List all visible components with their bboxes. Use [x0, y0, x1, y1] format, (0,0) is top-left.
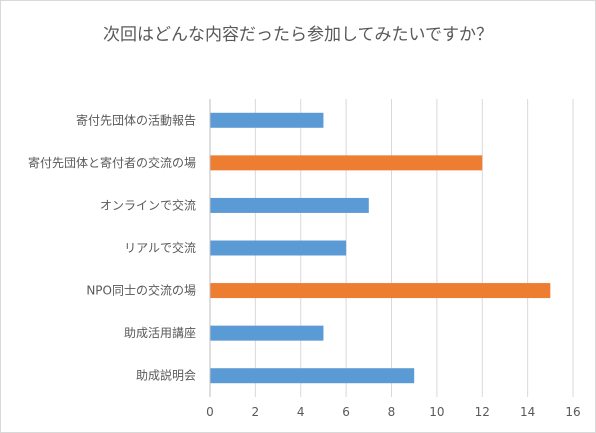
bar-1 — [210, 155, 483, 171]
x-tick-label: 8 — [388, 405, 396, 419]
x-tick-label: 0 — [206, 405, 214, 419]
category-label: 助成活用講座 — [124, 325, 196, 340]
x-tick-label: 2 — [252, 405, 260, 419]
x-tick-label: 16 — [565, 405, 580, 419]
x-tick-label: 4 — [297, 405, 305, 419]
category-label: 寄付先団体と寄付者の交流の場 — [28, 155, 196, 170]
bar-3 — [210, 240, 347, 256]
x-tick-label: 12 — [475, 405, 490, 419]
bar-5 — [210, 325, 324, 341]
bar-6 — [210, 368, 415, 384]
x-tick-label: 14 — [520, 405, 535, 419]
labels: 0 2 4 6 8 10 12 14 16 寄付先団体の活動報告寄付先団体と寄付者の交流の場オンラ… — [28, 112, 581, 419]
category-label: 寄付先団体の活動報告 — [76, 112, 196, 127]
bar-4 — [210, 283, 551, 299]
category-label: オンラインで交流 — [100, 197, 196, 212]
x-tick-label: 6 — [342, 405, 350, 419]
chart-title: 次回はどんな内容だったら参加してみたいですか？ — [103, 25, 493, 45]
category-label: NPO同士の交流の場 — [86, 283, 196, 298]
category-label: 助成説明会 — [136, 368, 196, 383]
category-label: リアルで交流 — [124, 240, 196, 255]
bar-2 — [210, 197, 369, 213]
bars — [210, 112, 551, 384]
x-tick-label: 10 — [429, 405, 444, 419]
bar-0 — [210, 112, 324, 128]
